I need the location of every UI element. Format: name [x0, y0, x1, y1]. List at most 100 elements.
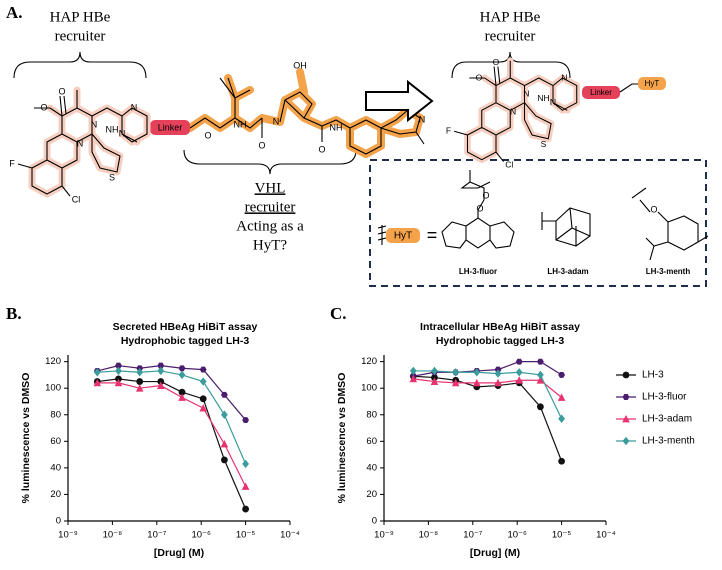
- y-tick-label: 120: [361, 356, 377, 367]
- atom: O: [476, 203, 483, 213]
- data-point: [242, 459, 249, 469]
- atom: NH: [537, 93, 549, 103]
- bond: [377, 225, 387, 245]
- series-line: [413, 378, 562, 398]
- linker-box: [582, 86, 620, 99]
- data-point: [241, 482, 250, 490]
- recruiter-label: recruiter: [55, 28, 106, 44]
- vhl-label: VHL: [255, 180, 286, 196]
- data-point: [494, 378, 502, 387]
- hyt-box: [386, 228, 420, 243]
- atom: F: [446, 125, 451, 135]
- fluor-structure: [441, 170, 515, 249]
- y-tick-label: 100: [45, 383, 61, 394]
- data-point: [93, 368, 101, 377]
- brace: [451, 51, 571, 79]
- data-point: [515, 376, 524, 384]
- series-line: [97, 365, 247, 421]
- recruiter-label: HAP HBe: [480, 9, 541, 25]
- data-point: [220, 439, 229, 448]
- x-axis-label: [Drug] (M): [154, 547, 204, 559]
- y-tick-label: 80: [50, 409, 61, 420]
- atom: N: [510, 106, 516, 116]
- y-tick-label: 0: [56, 516, 61, 527]
- x-tick-label: 10⁻⁵: [552, 530, 572, 541]
- x-tick-label: 10⁻⁸: [103, 530, 123, 541]
- x-tick-label: 10⁻⁷: [147, 530, 167, 541]
- series-line: [97, 378, 247, 510]
- data-point: [178, 370, 186, 380]
- legend-label: LH-3-menth: [642, 436, 695, 447]
- data-point: [220, 391, 228, 398]
- arrow: [365, 79, 434, 123]
- brace: [183, 149, 357, 175]
- chart-subtitle: Hydrophobic tagged LH-3: [436, 335, 564, 347]
- data-point: [220, 456, 228, 464]
- y-tick-label: 100: [361, 383, 377, 394]
- glow: [464, 57, 581, 164]
- bond: [619, 83, 640, 93]
- data-point: [178, 365, 186, 372]
- linker-label: Linker: [158, 122, 183, 132]
- data-point: [115, 362, 122, 369]
- recruiter-label: recruiter: [485, 28, 536, 44]
- data-point: [114, 378, 123, 387]
- atom: O: [204, 130, 211, 140]
- hyt-label: HyT: [645, 79, 660, 88]
- data-point: [199, 377, 207, 386]
- data-point: [409, 374, 418, 383]
- atom: O: [482, 190, 489, 200]
- panel-label: C.: [330, 304, 347, 323]
- x-tick-label: 10⁻⁹: [58, 530, 78, 541]
- data-point: [242, 505, 250, 513]
- linker-box: [150, 120, 190, 135]
- y-tick-label: 40: [366, 462, 377, 473]
- legend-marker: [622, 371, 630, 379]
- atom: N: [131, 102, 138, 112]
- legend-label: LH-3: [642, 370, 664, 381]
- data-point: [242, 417, 249, 424]
- legend-marker: [622, 394, 630, 400]
- x-tick-label: 10⁻⁶: [191, 530, 211, 541]
- hyt-box: [638, 77, 666, 90]
- chart-subtitle: Hydrophobic tagged LH-3: [121, 335, 249, 347]
- data-point: [93, 378, 102, 387]
- data-point: [473, 368, 481, 377]
- glow: [28, 86, 151, 198]
- y-tick-label: 60: [50, 436, 61, 447]
- data-point: [220, 410, 228, 419]
- hyt-name: LH-3-menth: [646, 267, 691, 276]
- adam-structure: [541, 207, 591, 247]
- y-tick-label: 20: [50, 489, 61, 500]
- data-point: [558, 414, 565, 423]
- y-tick-label: 20: [366, 489, 377, 500]
- legend-marker: [622, 436, 630, 446]
- hyt-label: HyT: [394, 231, 412, 242]
- x-tick-label: 10⁻⁵: [236, 530, 256, 541]
- data-point: [178, 388, 186, 396]
- atom: N: [91, 119, 98, 129]
- data-point: [199, 395, 207, 403]
- bonds: [17, 90, 148, 197]
- data-point: [452, 368, 460, 377]
- x-tick-label: 10⁻⁷: [463, 530, 483, 541]
- y-tick-label: 60: [366, 436, 377, 447]
- menth-structure: [631, 187, 709, 261]
- atom: NH: [234, 119, 247, 129]
- vhl-label: recruiter: [245, 199, 296, 215]
- hyt-box-frame: [369, 159, 707, 287]
- equals: =: [427, 225, 438, 245]
- atom: O: [58, 86, 65, 96]
- data-point: [536, 376, 545, 384]
- y-tick-label: 80: [366, 409, 377, 420]
- atom: NH: [106, 124, 119, 134]
- data-point: [136, 368, 144, 377]
- data-point: [178, 393, 186, 401]
- panel-label: B.: [6, 304, 22, 323]
- y-tick-label: 120: [45, 356, 61, 367]
- data-point: [472, 378, 481, 387]
- data-point: [515, 358, 523, 365]
- data-point: [557, 393, 566, 401]
- legend-marker: [622, 415, 630, 423]
